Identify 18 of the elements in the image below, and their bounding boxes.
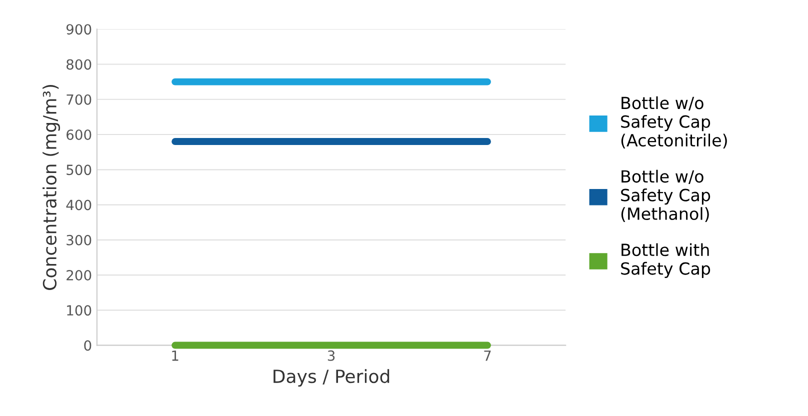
legend-label: Bottle with Safety Cap [621, 243, 710, 278]
x-tick-label: 3 [328, 350, 335, 361]
x-tick-label: 1 [172, 350, 178, 361]
y-tick-label: 700 [66, 94, 92, 105]
y-axis-title: Concentration (mg/m³) [42, 84, 60, 290]
y-tick-label: 600 [66, 129, 92, 140]
y-tick-label: 100 [67, 305, 92, 316]
y-tick-label: 400 [66, 200, 92, 210]
y-tick-label: 0 [84, 340, 92, 351]
legend-label: Bottle w/o Safety Cap (Acetonitrile) [621, 96, 727, 149]
legend-label: Bottle w/o Safety Cap (Methanol) [621, 170, 710, 222]
y-tick-label: 300 [66, 234, 92, 246]
y-tick-label: 800 [66, 59, 92, 70]
x-tick-label: 7 [484, 350, 491, 361]
y-tick-label: 900 [66, 24, 92, 35]
y-tick-label: 200 [66, 270, 92, 280]
x-axis-title: Days / Period [274, 369, 390, 387]
y-tick-label: 500 [66, 164, 92, 176]
